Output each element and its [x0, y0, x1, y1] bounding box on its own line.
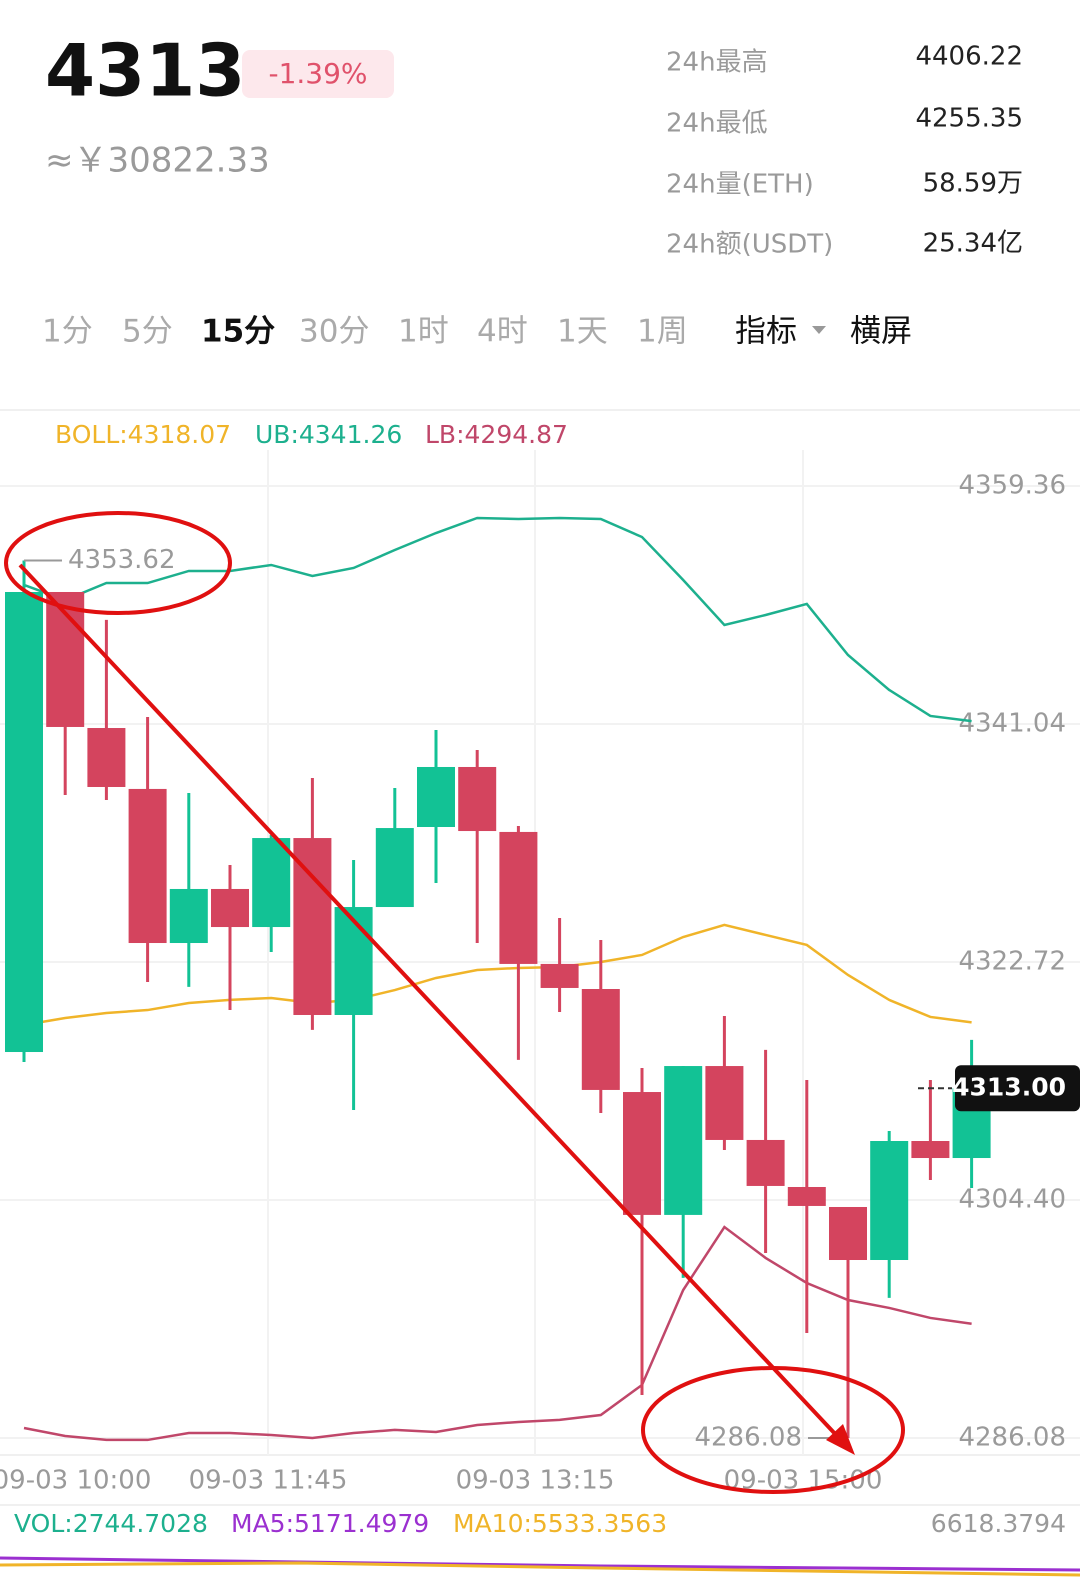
legend-label: BOLL:4318.07 [55, 420, 231, 449]
band-line [23, 1225, 972, 1442]
candle-body [787, 1186, 826, 1206]
stat-label: 24h最低 [666, 109, 768, 139]
high-label: 4353.62 [68, 545, 176, 575]
low-label: 4286.08 [694, 1422, 802, 1452]
annotation-circle [4, 511, 232, 615]
change-badge [242, 50, 394, 98]
annotation-arrowhead [826, 1424, 855, 1455]
candle-body [829, 1206, 867, 1261]
y-tick-label: 4341.04 [958, 708, 1066, 738]
candle-body [87, 728, 126, 787]
tab[interactable]: 5分 [122, 314, 173, 350]
last-price-label: 4313.00 [952, 1072, 1066, 1101]
tab[interactable]: 4时 [477, 314, 528, 350]
candle-body [705, 1066, 744, 1140]
candle-body [664, 1066, 703, 1215]
band-line [23, 923, 972, 1027]
tab[interactable]: 15分 [201, 314, 275, 350]
volume-legend: MA5:5171.4979 [231, 1509, 429, 1538]
change: -1.39% [268, 57, 367, 90]
vol-ma-line [0, 1561, 1080, 1577]
annotation-arrow [18, 563, 840, 1439]
tab[interactable]: 指标 [735, 314, 797, 350]
y-tick-label: 4286.08 [958, 1422, 1066, 1452]
candle-body [5, 591, 43, 1053]
volume-legend: VOL:2744.7028 [14, 1509, 208, 1538]
candle-body [334, 907, 373, 1015]
y-tick-label: 4359.36 [958, 470, 1066, 500]
candle-body [128, 788, 167, 944]
candle-body [417, 766, 455, 828]
candle-body [540, 963, 579, 988]
candle-body [375, 828, 414, 908]
candle-body [169, 888, 208, 944]
x-tick-label: 09-03 13:15 [456, 1466, 615, 1496]
stat-value: 58.59万 [923, 169, 1023, 199]
tab[interactable]: 30分 [299, 314, 369, 350]
candle-body [870, 1141, 909, 1261]
candle-body [623, 1092, 661, 1215]
candle-body [458, 766, 497, 832]
tab[interactable]: 1天 [557, 314, 608, 350]
y-tick-label: 4304.40 [958, 1184, 1066, 1214]
candle-body [499, 831, 538, 964]
legend-label: UB:4341.26 [255, 420, 402, 449]
tab[interactable]: 1分 [42, 314, 93, 350]
last-price-tag [955, 1065, 1080, 1112]
candle-body [252, 838, 291, 928]
tab[interactable]: 1周 [637, 314, 688, 350]
stat-value: 4406.22 [915, 42, 1023, 72]
legend-label: LB:4294.87 [425, 420, 568, 449]
candle-body [911, 1141, 950, 1159]
x-tick-label: 09-03 11:45 [189, 1466, 348, 1496]
dropdown-icon [812, 326, 826, 334]
price: 4313 [45, 29, 245, 113]
tab[interactable]: 横屏 [850, 314, 912, 350]
x-tick-label: 09-03 10:00 [0, 1466, 151, 1496]
band-line [23, 516, 972, 723]
cny-price: ≈￥30822.33 [45, 141, 270, 181]
stat-value: 25.34亿 [923, 229, 1023, 259]
y-tick-label: 4322.72 [958, 946, 1066, 976]
tab[interactable]: 1时 [398, 314, 449, 350]
candle-body [746, 1139, 785, 1186]
stat-label: 24h额(USDT) [666, 230, 833, 260]
candle-body [581, 989, 620, 1090]
candle-body [211, 888, 249, 928]
stat-label: 24h最高 [666, 48, 768, 78]
volume-max: 6618.3794 [931, 1509, 1066, 1538]
stat-label: 24h量(ETH) [666, 170, 814, 200]
volume-legend: MA10:5533.3563 [453, 1509, 667, 1538]
candle-body [293, 838, 332, 1015]
stat-value: 4255.35 [915, 104, 1023, 134]
